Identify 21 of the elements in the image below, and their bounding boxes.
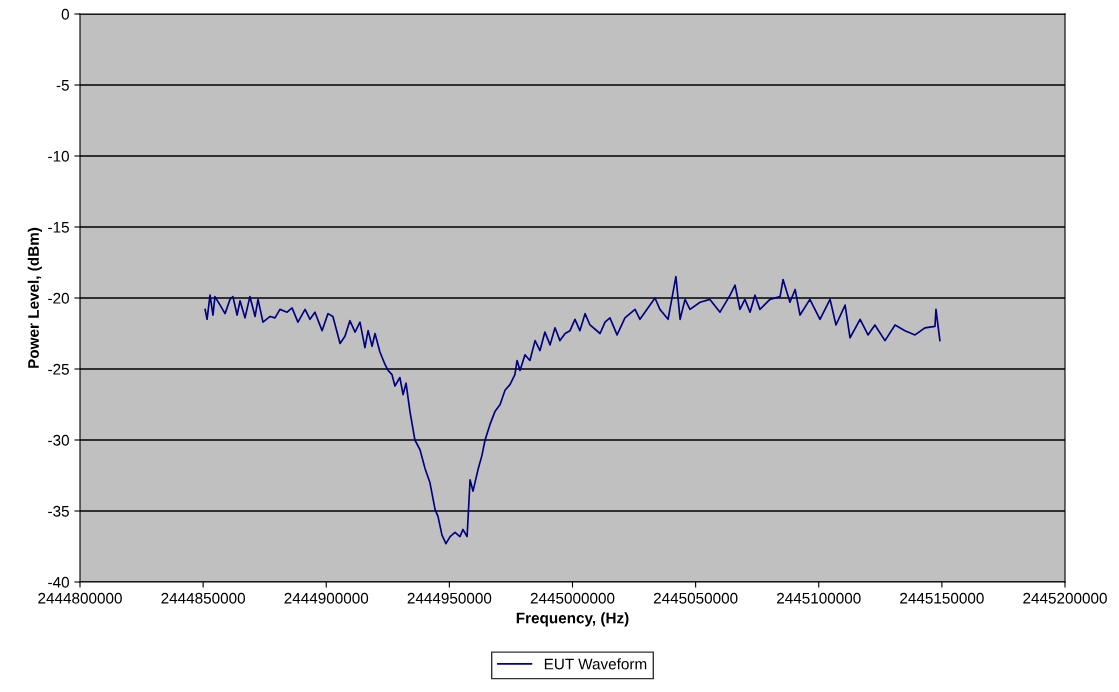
x-tick-label: 2445100000 — [777, 592, 861, 604]
x-tick-label: 2444800000 — [38, 592, 122, 604]
x-axis-title: Frequency, (Hz) — [516, 612, 629, 627]
y-tick-label: -25 — [48, 363, 69, 375]
y-tick-label: -10 — [48, 150, 69, 162]
y-tick-label: -30 — [48, 434, 69, 446]
y-tick-label: -15 — [48, 222, 69, 233]
x-tick-label: 2445150000 — [900, 592, 984, 604]
y-tick-label: -40 — [48, 576, 69, 588]
y-axis-title: Power Level, (dBm) — [27, 227, 42, 368]
x-tick-label: 2445000000 — [530, 592, 615, 604]
y-tick-label: -20 — [48, 292, 69, 304]
legend-label: EUT Waveform — [544, 658, 647, 670]
y-tick-label: -35 — [48, 505, 69, 517]
x-tick-label: 2445050000 — [653, 592, 738, 604]
x-tick-label: 2444900000 — [284, 592, 369, 604]
y-tick-label: 0 — [61, 8, 69, 20]
x-tick-label: 2444850000 — [161, 592, 246, 604]
x-tick-label: 2444950000 — [407, 592, 492, 604]
x-tick-label: 2445200000 — [1023, 592, 1107, 604]
y-tick-label: -5 — [56, 80, 69, 91]
